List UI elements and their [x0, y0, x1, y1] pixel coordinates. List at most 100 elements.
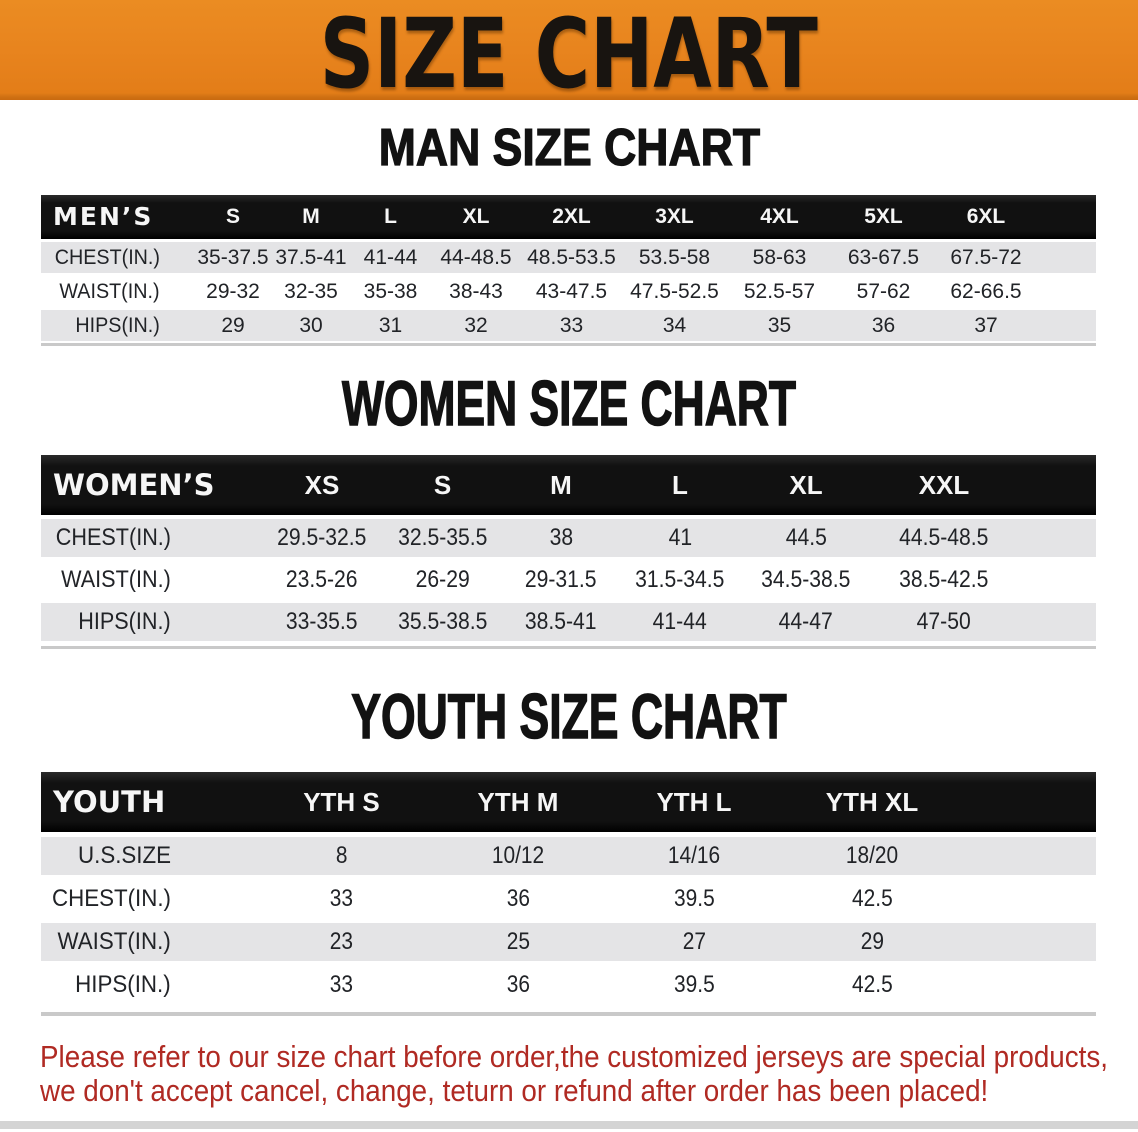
column-header: 2XL [521, 195, 622, 239]
header-row: YOUTH YTH S YTH M YTH L YTH XL [41, 772, 1096, 832]
men-section-title-text: MAN SIZE CHART [378, 119, 760, 177]
value-cell: 38.5-41 [502, 599, 620, 641]
value-cell: 32 [431, 307, 521, 341]
header-row: WOMEN’S XS S M L XL XXL [41, 455, 1096, 515]
women-section-heading: WOMEN SIZE CHART [0, 369, 1138, 439]
value-cell: 18/20 [782, 832, 962, 875]
column-header [962, 772, 1096, 832]
value-cell: 47-50 [872, 599, 1016, 641]
disclaimer: Please refer to our size chart before or… [40, 1040, 1138, 1108]
value-cell: 39.5 [606, 961, 782, 1004]
value-cell: 32.5-35.5 [383, 515, 502, 557]
value-cell: 32-35 [272, 273, 350, 307]
value-cell: 37.5-41 [272, 239, 350, 273]
size-chart-banner: SIZE CHART [0, 0, 1138, 102]
value-cell [1037, 239, 1096, 273]
table-row: HIPS(IN.) 33-35.5 35.5-38.5 38.5-41 41-44 44-… [41, 599, 1096, 641]
column-header: XXL [872, 455, 1016, 515]
table-row: CHEST(IN.) 33 36 39.5 42.5 [41, 875, 1096, 918]
youth-table-bottom-line [41, 1012, 1096, 1016]
column-header [1037, 195, 1096, 239]
column-header: L [350, 195, 431, 239]
value-cell: 29.5-32.5 [261, 515, 383, 557]
value-cell: 36 [430, 961, 606, 1004]
youth-size-table-wrap: YOUTH YTH S YTH M YTH L YTH XL U.S.SIZE 8 10/12… [41, 772, 1096, 1016]
value-cell [1037, 307, 1096, 341]
row-label-cell: U.S.SIZE [41, 832, 253, 875]
column-header: XL [740, 455, 872, 515]
column-header: 6XL [935, 195, 1037, 239]
value-cell: 67.5-72 [935, 239, 1037, 273]
value-cell: 29 [194, 307, 272, 341]
value-cell: 29-32 [194, 273, 272, 307]
value-cell: 37 [935, 307, 1037, 341]
youth-section-heading: YOUTH SIZE CHART [0, 685, 1138, 750]
value-cell: 35.5-38.5 [383, 599, 502, 641]
value-cell: 34.5-38.5 [740, 557, 872, 599]
header-row: MEN’S S M L XL 2XL 3XL 4XL 5XL 6XL [41, 195, 1096, 239]
value-cell: 47.5-52.5 [622, 273, 727, 307]
value-cell: 34 [622, 307, 727, 341]
row-label-cell: HIPS(IN.) [41, 961, 253, 1004]
column-header: YTH XL [782, 772, 962, 832]
table-title-cell: MEN’S [41, 195, 194, 239]
value-cell: 62-66.5 [935, 273, 1037, 307]
bottom-divider-strip [0, 1121, 1138, 1129]
value-cell: 41-44 [620, 599, 740, 641]
table-title-cell: YOUTH [41, 772, 253, 832]
table-row: WAIST(IN.) 23 25 27 29 [41, 918, 1096, 961]
youth-size-table: YOUTH YTH S YTH M YTH L YTH XL U.S.SIZE 8 10/12… [41, 772, 1096, 1004]
value-cell: 42.5 [782, 875, 962, 918]
value-cell: 53.5-58 [622, 239, 727, 273]
value-cell: 30 [272, 307, 350, 341]
value-cell: 52.5-57 [727, 273, 832, 307]
women-section-title-text: WOMEN SIZE CHART [341, 369, 796, 439]
column-header: 3XL [622, 195, 727, 239]
value-cell: 44-47 [740, 599, 872, 641]
row-label-cell: WAIST(IN.) [41, 557, 261, 599]
column-header: M [502, 455, 620, 515]
column-header: YTH L [606, 772, 782, 832]
table-row: CHEST(IN.) 29.5-32.5 32.5-35.5 38 41 44.5 44.5… [41, 515, 1096, 557]
value-cell: 35-38 [350, 273, 431, 307]
value-cell: 29-31.5 [502, 557, 620, 599]
table-row: CHEST(IN.) 35-37.5 37.5-41 41-44 44-48.5 48.5… [41, 239, 1096, 273]
value-cell: 38.5-42.5 [872, 557, 1016, 599]
men-size-table: MEN’S S M L XL 2XL 3XL 4XL 5XL 6XL CHEST(IN.) 35-37… [41, 195, 1096, 341]
value-cell: 42.5 [782, 961, 962, 1004]
value-cell [962, 918, 1096, 961]
value-cell [1016, 599, 1096, 641]
value-cell: 39.5 [606, 875, 782, 918]
value-cell: 31.5-34.5 [620, 557, 740, 599]
value-cell: 10/12 [430, 832, 606, 875]
value-cell [962, 961, 1096, 1004]
table-row: HIPS(IN.) 33 36 39.5 42.5 [41, 961, 1096, 1004]
value-cell: 23.5-26 [261, 557, 383, 599]
value-cell [1016, 557, 1096, 599]
value-cell: 38 [502, 515, 620, 557]
table-row: WAIST(IN.) 23.5-26 26-29 29-31.5 31.5-34.5 34… [41, 557, 1096, 599]
column-header: 5XL [832, 195, 935, 239]
column-header: M [272, 195, 350, 239]
men-section-heading: MAN SIZE CHART [0, 119, 1138, 177]
value-cell: 57-62 [832, 273, 935, 307]
value-cell: 48.5-53.5 [521, 239, 622, 273]
value-cell: 44.5-48.5 [872, 515, 1016, 557]
row-label-cell: HIPS(IN.) [41, 599, 261, 641]
value-cell: 41-44 [350, 239, 431, 273]
table-title-cell: WOMEN’S [41, 455, 261, 515]
value-cell: 33 [521, 307, 622, 341]
column-header: YTH M [430, 772, 606, 832]
value-cell: 44.5 [740, 515, 872, 557]
row-label-cell: CHEST(IN.) [41, 875, 253, 918]
disclaimer-line-1: Please refer to our size chart before or… [40, 1039, 1109, 1074]
column-header: S [194, 195, 272, 239]
row-label-cell: CHEST(IN.) [41, 515, 261, 557]
value-cell [962, 875, 1096, 918]
value-cell: 33 [253, 875, 430, 918]
column-header: YTH S [253, 772, 430, 832]
value-cell: 27 [606, 918, 782, 961]
row-label-cell: WAIST(IN.) [41, 918, 253, 961]
value-cell [1037, 273, 1096, 307]
column-header [1016, 455, 1096, 515]
